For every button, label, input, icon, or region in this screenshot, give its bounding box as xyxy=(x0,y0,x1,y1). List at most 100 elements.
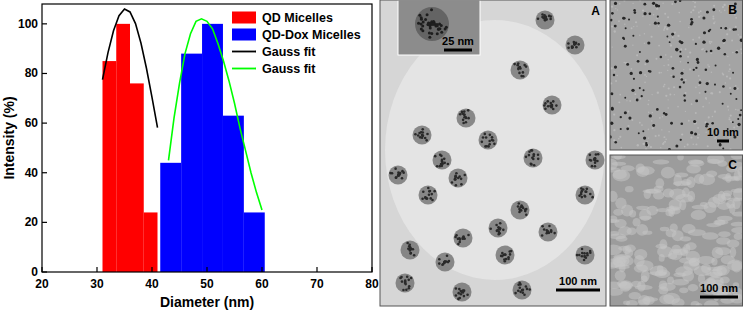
quantum-dot xyxy=(438,258,441,261)
texture xyxy=(614,71,615,72)
texture xyxy=(692,0,693,1)
quantum-dot xyxy=(680,72,683,75)
micelle xyxy=(453,283,472,302)
texture xyxy=(717,160,727,166)
panel-c-image xyxy=(610,155,743,306)
quantum-dot xyxy=(711,122,714,125)
texture xyxy=(727,260,743,271)
quantum-dot xyxy=(493,143,496,146)
micelle xyxy=(413,126,432,145)
quantum-dot xyxy=(421,134,424,137)
inset-dot xyxy=(426,13,429,16)
texture xyxy=(621,147,623,149)
texture xyxy=(729,87,731,89)
quantum-dot xyxy=(428,193,431,196)
y-tick-label: 60 xyxy=(25,116,39,130)
texture xyxy=(713,22,715,24)
texture xyxy=(685,48,687,50)
texture xyxy=(618,20,620,22)
y-tick xyxy=(42,123,47,124)
texture xyxy=(647,104,649,106)
texture xyxy=(639,34,640,35)
texture xyxy=(709,102,710,103)
quantum-dot xyxy=(614,65,617,68)
quantum-dot xyxy=(443,162,446,165)
quantum-dot xyxy=(401,280,404,283)
quantum-dot xyxy=(501,255,504,258)
texture xyxy=(659,117,661,119)
quantum-dot xyxy=(410,277,413,280)
quantum-dot xyxy=(522,207,525,210)
quantum-dot xyxy=(447,261,450,264)
texture xyxy=(611,155,625,159)
quantum-dot xyxy=(434,155,437,158)
quantum-dot xyxy=(404,283,407,286)
quantum-dot xyxy=(581,252,584,255)
y-tick-label: 20 xyxy=(25,215,39,229)
quantum-dot xyxy=(733,87,736,90)
quantum-dot xyxy=(574,42,577,45)
quantum-dot xyxy=(641,95,643,97)
inset-background xyxy=(398,0,480,55)
texture xyxy=(636,26,637,27)
scale-bar xyxy=(700,296,738,299)
inset-dot xyxy=(432,23,435,26)
texture xyxy=(737,87,739,89)
texture xyxy=(728,118,730,120)
quantum-dot xyxy=(684,99,686,101)
quantum-dot xyxy=(528,150,531,153)
quantum-dot xyxy=(739,114,742,117)
micelle xyxy=(396,274,415,293)
quantum-dot xyxy=(488,140,491,143)
quantum-dot xyxy=(444,261,447,264)
quantum-dot xyxy=(549,18,552,21)
quantum-dot xyxy=(585,190,588,193)
texture xyxy=(631,68,633,70)
texture xyxy=(699,92,701,94)
texture xyxy=(735,17,737,19)
panel-border xyxy=(610,0,743,150)
texture xyxy=(692,205,709,210)
micelle xyxy=(419,186,438,205)
quantum-dot xyxy=(462,122,465,125)
quantum-dot xyxy=(422,190,425,193)
quantum-dot xyxy=(523,293,526,296)
x-tick xyxy=(96,267,97,272)
texture xyxy=(644,63,646,65)
quantum-dot xyxy=(636,99,639,102)
quantum-dot xyxy=(524,210,527,213)
quantum-dot xyxy=(513,63,516,66)
quantum-dot xyxy=(581,255,584,258)
inset-dot xyxy=(426,23,429,26)
texture xyxy=(730,114,732,116)
quantum-dot xyxy=(672,67,675,70)
quantum-dot xyxy=(444,261,447,264)
x-tick xyxy=(41,267,42,272)
quantum-dot xyxy=(481,141,484,144)
quantum-dot xyxy=(567,42,570,45)
micelle xyxy=(449,169,468,188)
texture xyxy=(610,245,622,255)
quantum-dot xyxy=(541,13,544,16)
quantum-dot xyxy=(633,9,636,12)
quantum-dot xyxy=(455,175,458,178)
quantum-dot xyxy=(555,104,558,107)
texture xyxy=(698,36,700,38)
quantum-dot xyxy=(655,4,658,7)
quantum-dot xyxy=(717,47,720,50)
quantum-dot xyxy=(589,193,592,196)
quantum-dot xyxy=(404,279,407,282)
legend-label: Gauss fit xyxy=(262,45,316,59)
inset-dot xyxy=(424,18,427,21)
texture xyxy=(627,110,629,112)
quantum-dot xyxy=(525,285,528,288)
quantum-dot xyxy=(714,84,716,86)
texture xyxy=(618,101,620,103)
quantum-dot xyxy=(589,250,592,253)
scale-bar-label: 100 nm xyxy=(700,282,738,294)
texture xyxy=(661,167,675,179)
texture xyxy=(695,143,697,145)
texture xyxy=(658,135,660,137)
quantum-dot xyxy=(402,289,405,292)
panel-a-background xyxy=(380,0,606,306)
